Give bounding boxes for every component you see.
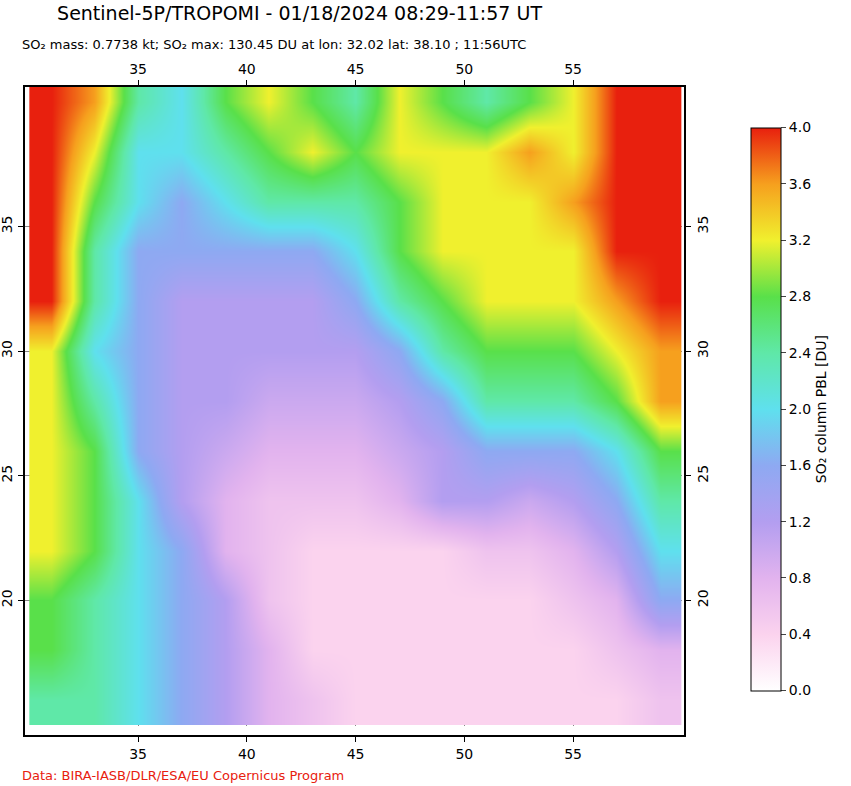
svg-text:3.6: 3.6 [789, 176, 811, 192]
svg-text:30: 30 [695, 340, 711, 358]
svg-text:2.0: 2.0 [789, 401, 811, 417]
svg-text:3.2: 3.2 [789, 232, 811, 248]
svg-text:35: 35 [129, 746, 147, 762]
svg-text:35: 35 [695, 216, 711, 234]
svg-text:55: 55 [564, 746, 582, 762]
svg-text:25: 25 [0, 465, 15, 483]
svg-text:20: 20 [0, 589, 15, 607]
svg-text:45: 45 [347, 61, 365, 77]
svg-text:0.8: 0.8 [789, 570, 811, 586]
svg-text:4.0: 4.0 [789, 119, 811, 135]
svg-text:55: 55 [564, 61, 582, 77]
svg-text:20: 20 [695, 589, 711, 607]
svg-text:1.6: 1.6 [789, 457, 811, 473]
svg-text:0.4: 0.4 [789, 626, 811, 642]
svg-text:25: 25 [695, 465, 711, 483]
svg-text:Sentinel-5P/TROPOMI - 01/18/20: Sentinel-5P/TROPOMI - 01/18/2024 08:29-1… [57, 2, 542, 24]
svg-text:50: 50 [455, 61, 473, 77]
svg-text:SO₂ mass: 0.7738 kt; SO₂ max:: SO₂ mass: 0.7738 kt; SO₂ max: 130.45 DU … [22, 37, 526, 52]
svg-text:35: 35 [0, 216, 15, 234]
svg-text:1.2: 1.2 [789, 514, 811, 530]
svg-text:40: 40 [238, 746, 256, 762]
svg-text:Data: BIRA-IASB/DLR/ESA/EU Cop: Data: BIRA-IASB/DLR/ESA/EU Copernicus Pr… [22, 768, 344, 783]
svg-text:35: 35 [129, 61, 147, 77]
svg-text:40: 40 [238, 61, 256, 77]
svg-text:45: 45 [347, 746, 365, 762]
svg-text:2.4: 2.4 [789, 345, 811, 361]
svg-text:SO₂ column PBL [DU]: SO₂ column PBL [DU] [813, 335, 829, 483]
svg-text:50: 50 [455, 746, 473, 762]
svg-text:30: 30 [0, 340, 15, 358]
svg-text:0.0: 0.0 [789, 682, 811, 698]
svg-text:2.8: 2.8 [789, 288, 811, 304]
